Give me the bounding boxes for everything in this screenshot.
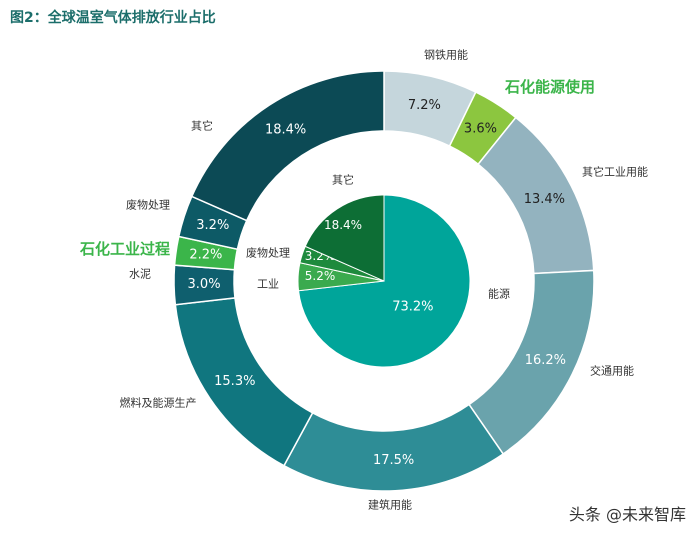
outer-value-label-6: 3.0% xyxy=(188,277,221,292)
outer-category-label-3: 交通用能 xyxy=(590,364,634,378)
inner-value-label-3: 18.4% xyxy=(324,218,362,232)
outer-value-label-5: 15.3% xyxy=(214,374,255,389)
inner-category-label-2: 废物处理 xyxy=(246,246,290,260)
chart-title: 图2：全球温室气体排放行业占比 xyxy=(10,10,216,26)
outer-slice-4 xyxy=(282,403,505,492)
outer-value-label-2: 13.4% xyxy=(524,192,565,207)
outer-category-label-4: 建筑用能 xyxy=(368,498,412,512)
outer-value-label-8: 3.2% xyxy=(196,218,229,233)
outer-category-label-7: 石化工业过程 xyxy=(79,240,170,258)
inner-value-label-0: 73.2% xyxy=(392,299,433,314)
inner-slice-3 xyxy=(304,194,385,282)
outer-slice-9 xyxy=(190,70,385,222)
outer-category-label-5: 燃料及能源生产 xyxy=(120,396,197,410)
outer-category-label-2: 其它工业用能 xyxy=(582,165,648,179)
inner-category-label-3: 其它 xyxy=(332,173,354,187)
outer-value-label-1: 3.6% xyxy=(464,122,497,137)
inner-category-label-1: 工业 xyxy=(257,278,279,291)
outer-value-label-7: 2.2% xyxy=(189,248,222,263)
outer-value-label-3: 16.2% xyxy=(525,353,566,368)
outer-category-label-9: 其它 xyxy=(191,119,213,133)
outer-category-label-6: 水泥 xyxy=(129,268,151,281)
outer-value-label-0: 7.2% xyxy=(408,98,441,113)
inner-value-label-1: 5.2% xyxy=(305,269,336,283)
inner-category-label-0: 能源 xyxy=(488,287,510,301)
outer-category-label-8: 废物处理 xyxy=(126,198,170,212)
outer-category-label-0: 钢铁用能 xyxy=(424,48,468,62)
outer-category-label-1: 石化能源使用 xyxy=(504,78,595,96)
watermark: 头条 @未来智库 xyxy=(568,505,686,524)
outer-value-label-9: 18.4% xyxy=(265,123,306,138)
outer-value-label-4: 17.5% xyxy=(373,453,414,468)
